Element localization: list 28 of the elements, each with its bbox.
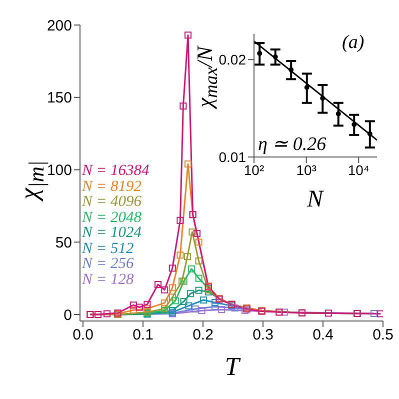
text: N = 1024 [82, 224, 143, 241]
y-tick-label: 200 [46, 17, 72, 34]
y-tick-label: 0.01 [218, 148, 246, 165]
text: N = 8192 [82, 178, 143, 194]
y-tick-label: 100 [46, 162, 72, 180]
x-axis-title: T [224, 352, 240, 382]
x-tick-label: 0.0 [72, 326, 94, 344]
series-label: N = 128 [82, 270, 135, 288]
text: N = 512 [82, 240, 135, 256]
y-tick-label: 0 [64, 306, 72, 324]
x-tick-label: 0.2 [192, 326, 214, 344]
x-tick-label: 10³ [296, 162, 317, 178]
annotation: (a) [342, 32, 364, 54]
text: N = 4096 [82, 193, 143, 210]
text: N = 2048 [82, 208, 143, 226]
text: N = 16384 [82, 162, 150, 179]
x-tick-label: 10² [244, 162, 264, 178]
y-tick-label: 150 [46, 90, 72, 107]
x-tick-label: 0.5 [372, 326, 394, 344]
x-tick-label: 0.4 [312, 326, 334, 344]
x-axis-title: N [306, 186, 324, 214]
text: N = 256 [82, 255, 135, 272]
y-tick-label: 50 [55, 234, 72, 252]
x-tick-label: 0.1 [132, 326, 154, 344]
annotation: η ≃ 0.26 [258, 133, 326, 156]
x-tick-label: 0.3 [252, 326, 274, 344]
x-tick-label: 10⁴ [348, 162, 370, 178]
y-tick-label: 0.02 [218, 52, 246, 68]
